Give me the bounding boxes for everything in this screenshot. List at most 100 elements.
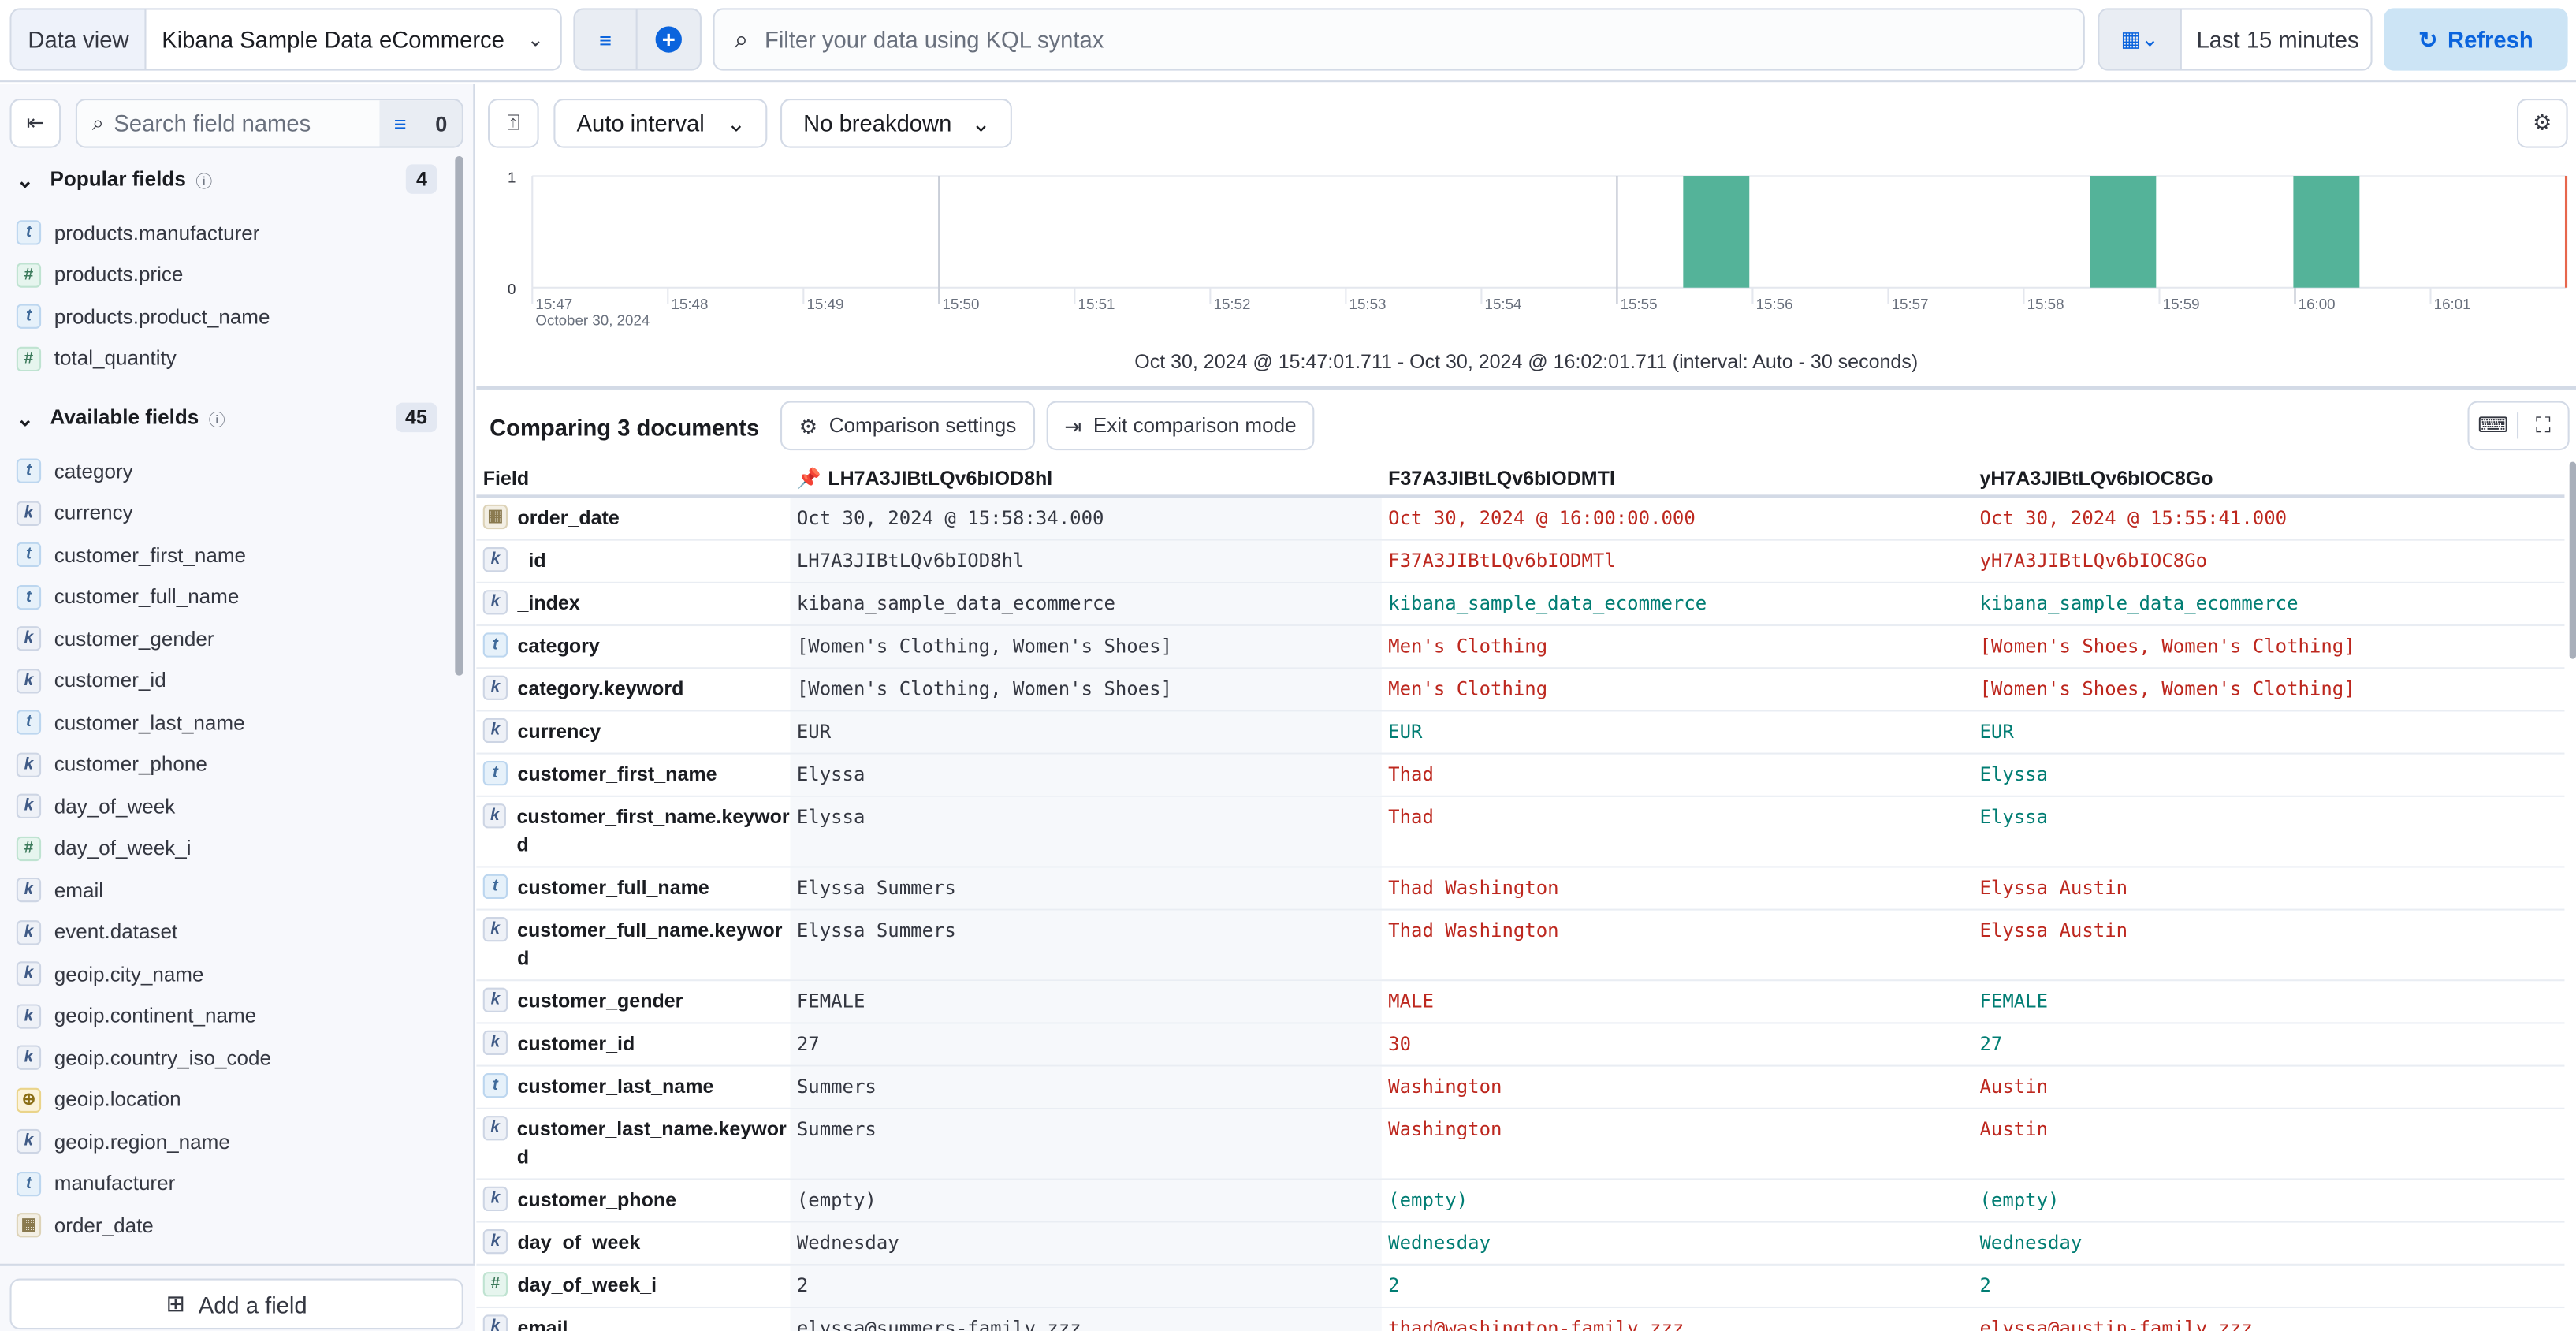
value-cell: [Women's Shoes, Women's Clothing] [1979, 677, 2355, 700]
doc-column-header[interactable]: F37A3JIBtLQv6bIODMTl [1388, 465, 1615, 490]
query-input[interactable]: ⌕ Filter your data using KQL syntax [713, 8, 2085, 71]
keyword-type-icon: k [16, 1129, 42, 1154]
value-cell: 2 [1979, 1273, 1991, 1297]
field-list-item[interactable]: k customer_gender [0, 618, 456, 660]
text-type-icon: t [482, 632, 508, 658]
field-list-item[interactable]: t manufacturer [0, 1163, 456, 1205]
field-list-item[interactable]: t products.manufacturer [0, 212, 456, 254]
section-header-popular[interactable]: ⌄ Popular fields ⓘ 4 [0, 155, 456, 204]
table-scrollbar[interactable] [2569, 461, 2576, 659]
table-row: k currency EUR EUR EUR [476, 711, 2565, 755]
chevron-down-icon: ⌄ [726, 109, 746, 136]
field-search-placeholder: Search field names [114, 110, 311, 136]
value-cell: elyssa@summers-family.zzz [790, 1308, 1382, 1331]
chart-options-button[interactable]: ⚙ [2516, 99, 2568, 148]
add-filter-button[interactable]: + [638, 10, 700, 69]
exit-comparison-button[interactable]: ⇥ Exit comparison mode [1046, 401, 1315, 451]
time-picker[interactable]: ▦⌄ Last 15 minutes [2098, 8, 2373, 71]
interval-select[interactable]: Auto interval ⌄ [553, 99, 768, 148]
data-view-value: Kibana Sample Data eCommerce [162, 26, 504, 53]
calendar-icon[interactable]: ▦⌄ [2099, 9, 2182, 69]
text-type-icon: t [482, 874, 508, 900]
field-search-input[interactable]: ⌕ Search field names ≡ 0 [75, 99, 463, 148]
value-cell: Oct 30, 2024 @ 15:58:34.000 [790, 498, 1382, 539]
field-list-item[interactable]: k geoip.continent_name [0, 995, 456, 1037]
chevron-down-icon: ⌄ [527, 28, 544, 51]
section-header-available[interactable]: ⌄ Available fields ⓘ 45 [0, 393, 456, 442]
keyboard-icon[interactable]: ⌨ [2470, 412, 2519, 439]
field-name: customer_full_name [54, 585, 240, 609]
value-cell: (empty) [790, 1180, 1382, 1221]
field-list-item[interactable]: k day_of_week [0, 785, 456, 827]
field-list-item[interactable]: # total_quantity [0, 337, 456, 379]
number-type-icon: # [16, 836, 42, 861]
pin-icon[interactable]: 📌 [796, 465, 822, 490]
value-cell: Oct 30, 2024 @ 15:55:41.000 [1979, 505, 2288, 530]
field-name: _id [517, 549, 546, 572]
add-field-button[interactable]: ⊞ Add a field [9, 1278, 463, 1330]
field-cell: k email [476, 1308, 790, 1331]
keyword-type-icon: k [16, 919, 42, 945]
field-list-item[interactable]: k customer_id [0, 660, 456, 702]
filter-menu-icon[interactable]: ≡ [575, 9, 638, 69]
field-list-item[interactable]: t products.product_name [0, 296, 456, 337]
field-list-item[interactable]: # products.price [0, 254, 456, 296]
top-bar: Data view Kibana Sample Data eCommerce ⌄… [0, 0, 2576, 83]
sidebar-scrollbar[interactable] [455, 155, 463, 676]
field-list-item[interactable]: ⊕ geoip.location [0, 1079, 456, 1120]
table-row: k category.keyword [Women's Clothing, Wome… [476, 669, 2565, 712]
field-name: geoip.city_name [54, 962, 204, 986]
field-list-item[interactable]: t customer_first_name [0, 534, 456, 576]
field-cell: k currency [476, 711, 790, 752]
keyword-type-icon: k [16, 752, 42, 777]
x-tick-label: 15:54 [1485, 296, 1522, 312]
field-filter-button[interactable]: ≡ 0 [379, 100, 462, 147]
search-icon: ⌕ [734, 25, 749, 54]
doc-column-header[interactable]: yH7A3JIBtLQv6bIOC8Go [1979, 465, 2213, 490]
field-list-item[interactable]: ▦ order_date [0, 1205, 456, 1247]
field-cell: k customer_phone [476, 1180, 790, 1221]
comparison-settings-button[interactable]: ⚙ Comparison settings [780, 401, 1036, 451]
field-list-item[interactable]: # day_of_week_i [0, 827, 456, 869]
field-list-item[interactable]: t customer_last_name [0, 702, 456, 744]
field-name: geoip.country_iso_code [54, 1046, 271, 1070]
field-list-item[interactable]: k currency [0, 492, 456, 534]
breakdown-select[interactable]: No breakdown ⌄ [780, 99, 1012, 148]
field-name: customer_last_name.keyword [516, 1117, 787, 1169]
doc-column-header[interactable]: LH7A3JIBtLQv6bIOD8hl [828, 465, 1053, 490]
value-cell: Austin [1979, 1117, 2049, 1141]
field-list-item[interactable]: k customer_phone [0, 744, 456, 785]
table-row: k customer_first_name.keyword Elyssa Thad El… [476, 796, 2565, 868]
field-list-item[interactable]: t customer_full_name [0, 576, 456, 618]
toggle-chart-button[interactable]: ⍐ [488, 99, 539, 148]
field-list-item[interactable]: t category [0, 450, 456, 492]
text-type-icon: t [16, 304, 42, 330]
field-list-item[interactable]: k geoip.country_iso_code [0, 1037, 456, 1079]
value-cell: (empty) [1979, 1187, 2060, 1212]
chevron-down-icon: ⌄ [16, 168, 34, 192]
field-list-item[interactable]: k email [0, 870, 456, 912]
search-icon: ⌕ [91, 110, 104, 135]
section-title: Popular fields [50, 167, 186, 191]
refresh-button[interactable]: ↻ Refresh [2384, 8, 2568, 71]
chevron-down-icon: ⌄ [971, 109, 991, 136]
table-row: k customer_id 27 30 27 [476, 1023, 2565, 1067]
field-name: customer_first_name [517, 762, 717, 786]
field-list-item[interactable]: k event.dataset [0, 912, 456, 953]
comparison-table: Field 📌 LH7A3JIBtLQv6bIOD8hl F37A3JIBtLQv… [476, 460, 2565, 1331]
field-name: _index [517, 591, 580, 615]
field-list-item[interactable]: k geoip.region_name [0, 1120, 456, 1162]
data-view-picker[interactable]: Data view Kibana Sample Data eCommerce ⌄ [9, 8, 562, 71]
field-name: total_quantity [54, 347, 177, 371]
collapse-sidebar-button[interactable]: ⇤ [9, 99, 61, 148]
histogram-bar [1683, 176, 1750, 288]
value-cell: Elyssa [1979, 805, 2049, 829]
field-cell: t customer_last_name [476, 1067, 790, 1108]
fullscreen-icon[interactable]: ⛶ [2535, 412, 2551, 438]
add-field-label: Add a field [198, 1291, 307, 1318]
field-name: day_of_week_i [54, 837, 192, 860]
histogram-panel: ⍐ Auto interval ⌄ No breakdown ⌄ ⚙ 0 1 15:47… [476, 84, 2576, 390]
value-cell: Men's Clothing [1388, 677, 1548, 700]
field-name: currency [517, 719, 601, 744]
field-list-item[interactable]: k geoip.city_name [0, 953, 456, 995]
